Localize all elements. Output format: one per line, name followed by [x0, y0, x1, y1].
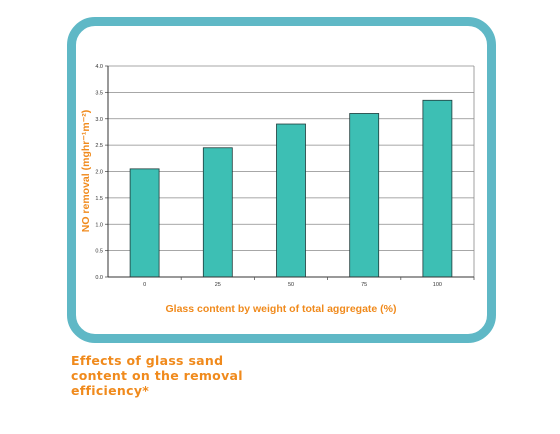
y-tick-label: 3.0: [95, 117, 103, 123]
y-tick-label: 1.5: [95, 196, 103, 202]
x-tick-label: 75: [361, 282, 367, 288]
bar-50: [276, 123, 306, 278]
x-tick-label: 50: [288, 282, 294, 288]
x-tick-label: 100: [433, 282, 442, 288]
y-tick-label: 2.5: [95, 143, 103, 149]
x-axis-label: Glass content by weight of total aggrega…: [165, 303, 396, 315]
bar-25: [202, 147, 233, 278]
figure-caption: Effects of glass sand content on the rem…: [71, 353, 243, 398]
y-tick-label: 0.5: [95, 249, 103, 255]
x-tick-label: 0: [143, 282, 146, 288]
y-tick-label: 4.0: [95, 64, 103, 70]
y-tick-label: 3.5: [95, 90, 103, 96]
x-tick-label: 25: [215, 282, 221, 288]
bar-75: [349, 113, 380, 278]
tick-labels: 0.0 0.5 1.0 1.5 2.0 2.5 3.0 3.5 4.0 0 25 50 75 100: [95, 64, 442, 288]
y-axis-label: NO removal (mghr⁻¹m⁻²): [80, 110, 92, 233]
y-tick-label: 1.0: [95, 222, 103, 228]
bar-100: [422, 99, 453, 278]
y-tick-label: 0.0: [95, 275, 103, 281]
bar-0: [129, 168, 160, 278]
y-tick-label: 2.0: [95, 170, 103, 176]
axes: [105, 65, 475, 280]
